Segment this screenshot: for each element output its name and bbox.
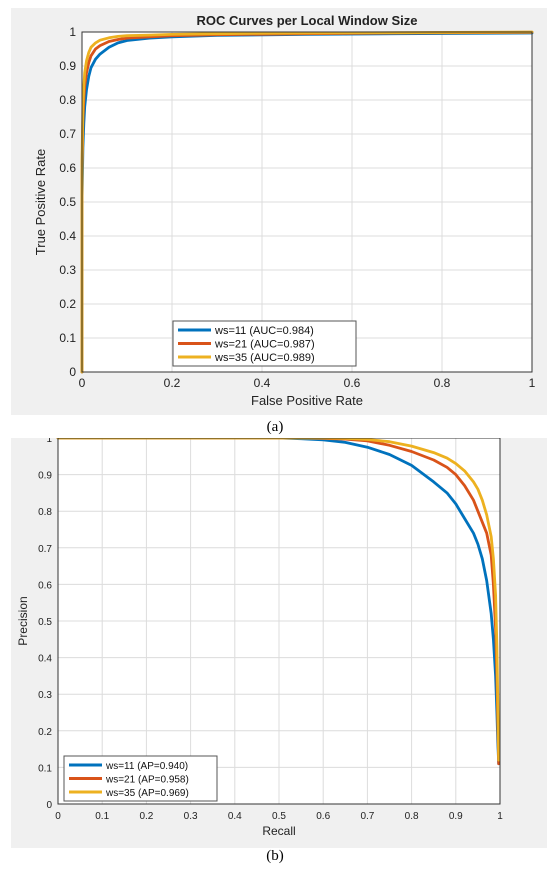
legend-label-1: ws=11 (AP=0.940) [105, 761, 188, 772]
y-tick-label: 0.6 [59, 161, 76, 175]
series-line-3 [56, 438, 501, 762]
pr-chart: 0 0.1 0.2 0.3 0.4 0.5 0.6 0.7 0.8 0.9 1 0 0.1 0.2 0.3 0… [11, 438, 547, 848]
y-tick-label: 1 [46, 438, 52, 445]
y-tick-label: 0.6 [38, 580, 52, 591]
y-tick-label: 0.9 [38, 471, 52, 482]
x-tick-label: 1 [529, 376, 536, 390]
legend-label-3: ws=35 (AUC=0.989) [214, 352, 315, 364]
x-tick-label: 0 [79, 376, 86, 390]
x-tick-label: 0.6 [316, 811, 330, 822]
x-tick-label: 1 [497, 811, 503, 822]
y-tick-label: 0.9 [59, 59, 76, 73]
y-axis-label: True Positive Rate [33, 149, 48, 255]
y-tick-label: 0.7 [59, 127, 76, 141]
pr-chart-panel: 0 0.1 0.2 0.3 0.4 0.5 0.6 0.7 0.8 0.9 1 0 0.1 0.2 0.3 0… [0, 438, 550, 875]
y-tick-label: 0.1 [38, 763, 52, 774]
x-tick-label: 0.2 [139, 811, 153, 822]
axes-box [57, 438, 501, 805]
series-line-3 [80, 30, 534, 374]
y-tick-label: 0.4 [38, 654, 52, 665]
y-tick-label: 0.3 [38, 690, 52, 701]
x-tick-label: 0.7 [360, 811, 374, 822]
x-tick-label: 0.1 [95, 811, 109, 822]
caption-a: (a) [266, 419, 284, 435]
caption-b: (b) [266, 848, 284, 864]
axes-box [81, 31, 533, 373]
x-tick-label: 0.8 [405, 811, 419, 822]
y-axis-label: Precision [16, 596, 30, 645]
legend-label-2: ws=21 (AP=0.958) [105, 775, 189, 786]
x-tick-label: 0 [55, 811, 61, 822]
x-tick-label: 0.8 [434, 376, 451, 390]
series-line-1 [56, 438, 501, 766]
y-tick-label: 0.4 [59, 229, 76, 243]
legend-label-3: ws=35 (AP=0.969) [105, 788, 189, 799]
x-tick-label: 0.6 [344, 376, 361, 390]
legend-label-2: ws=21 (AUC=0.987) [214, 339, 315, 351]
x-axis-label: Recall [262, 824, 295, 838]
y-tick-label: 0.2 [38, 727, 52, 738]
y-tick-label: 0.8 [59, 93, 76, 107]
y-tick-label: 0 [46, 800, 52, 811]
x-tick-label: 0.2 [164, 376, 181, 390]
x-tick-label: 0.9 [449, 811, 463, 822]
y-tick-label: 0.1 [59, 331, 76, 345]
x-tick-label: 0.4 [228, 811, 242, 822]
y-tick-label: 0.2 [59, 297, 76, 311]
y-tick-label: 0.5 [59, 195, 76, 209]
y-tick-label: 0 [69, 365, 76, 379]
chart-title: ROC Curves per Local Window Size [197, 13, 418, 28]
x-tick-label: 0.5 [272, 811, 286, 822]
x-axis-label: False Positive Rate [251, 393, 363, 408]
y-tick-label: 0.5 [38, 617, 52, 628]
y-tick-label: 1 [69, 25, 76, 39]
roc-chart-panel: 0 0.2 0.4 0.6 0.8 1 0 0.1 0.2 0.3 0.4 0.5 0.6 0.7 0.8 0… [0, 0, 550, 420]
y-tick-label: 0.3 [59, 263, 76, 277]
y-tick-label: 0.8 [38, 507, 52, 518]
legend-label-1: ws=11 (AUC=0.984) [214, 325, 314, 337]
x-tick-label: 0.4 [254, 376, 271, 390]
roc-chart: 0 0.2 0.4 0.6 0.8 1 0 0.1 0.2 0.3 0.4 0.5 0.6 0.7 0.8 0… [11, 8, 547, 415]
y-tick-label: 0.7 [38, 544, 52, 555]
x-tick-label: 0.3 [184, 811, 198, 822]
